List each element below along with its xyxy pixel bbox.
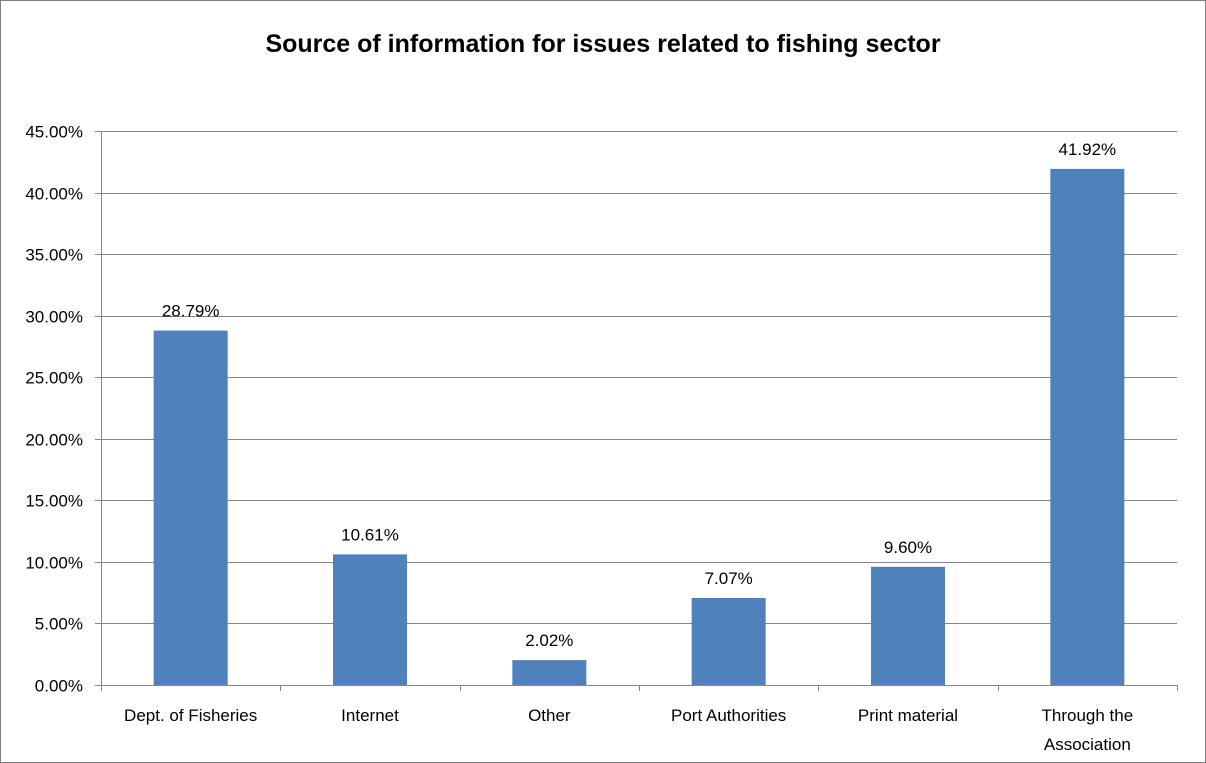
- labels: 0.00% 5.00% 10.00% 15.00% 20.00% 25.00% 30.00%…: [25, 123, 1133, 755]
- y-tick-label: 0.00%: [35, 677, 83, 696]
- data-label: 10.61%: [341, 525, 399, 544]
- x-category-label: Dept. of Fisheries: [124, 706, 257, 725]
- x-category-label: Internet: [341, 706, 399, 725]
- y-tick-label: 15.00%: [25, 492, 83, 511]
- data-label: 2.02%: [525, 631, 573, 650]
- y-tick-label: 35.00%: [25, 246, 83, 265]
- y-tick-label: 30.00%: [25, 308, 83, 327]
- y-tick-label: 10.00%: [25, 554, 83, 573]
- axes: [95, 131, 1178, 691]
- bar: [691, 597, 766, 685]
- y-tick-label: 20.00%: [25, 431, 83, 450]
- bar: [871, 566, 945, 685]
- data-label: 7.07%: [705, 569, 753, 588]
- data-label: 9.60%: [884, 538, 932, 557]
- gridlines: [101, 131, 1177, 624]
- y-tick-label: 40.00%: [25, 185, 83, 204]
- x-category-label: Port Authorities: [671, 706, 786, 725]
- bar: [1050, 168, 1125, 686]
- bar: [153, 330, 228, 685]
- x-category-label: Through the Association: [1041, 706, 1133, 754]
- chart-title: Source of information for issues related…: [265, 30, 941, 58]
- data-label: 28.79%: [162, 302, 220, 321]
- x-category-label: Print material: [858, 706, 958, 725]
- x-category-label: Other: [528, 706, 571, 725]
- bars: [153, 168, 1125, 686]
- y-tick-label: 5.00%: [35, 615, 83, 634]
- y-tick-label: 25.00%: [25, 369, 83, 388]
- y-tick-label: 45.00%: [25, 123, 83, 142]
- data-label: 41.92%: [1058, 140, 1116, 159]
- bar: [333, 554, 407, 685]
- bar: [512, 660, 587, 685]
